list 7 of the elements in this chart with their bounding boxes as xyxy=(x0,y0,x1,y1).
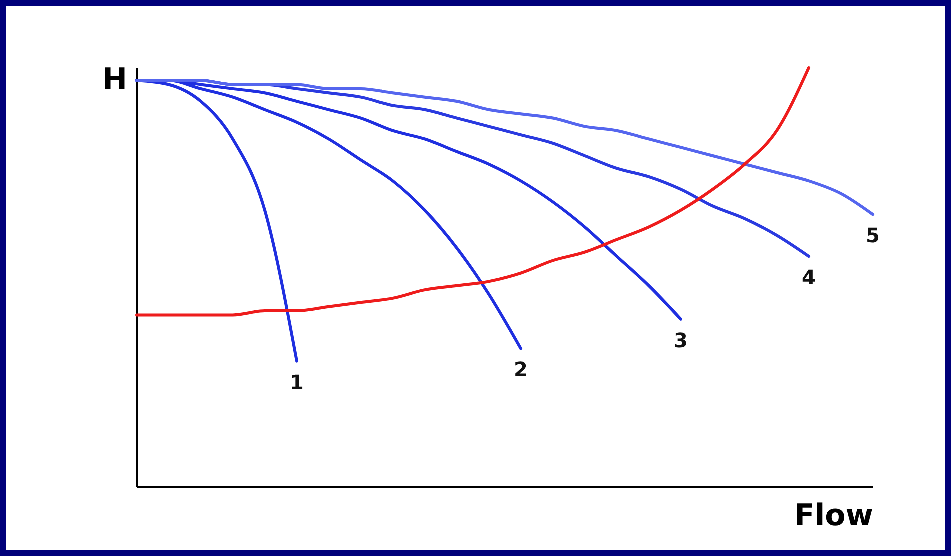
x-axis-title: Flow xyxy=(794,498,874,534)
y-axis-title: H xyxy=(102,62,128,98)
series-label: 3 xyxy=(674,328,688,352)
series-label: 2 xyxy=(514,358,528,382)
series-label: 1 xyxy=(290,370,304,394)
series-label: 4 xyxy=(802,266,816,290)
series-label: 5 xyxy=(866,224,880,248)
